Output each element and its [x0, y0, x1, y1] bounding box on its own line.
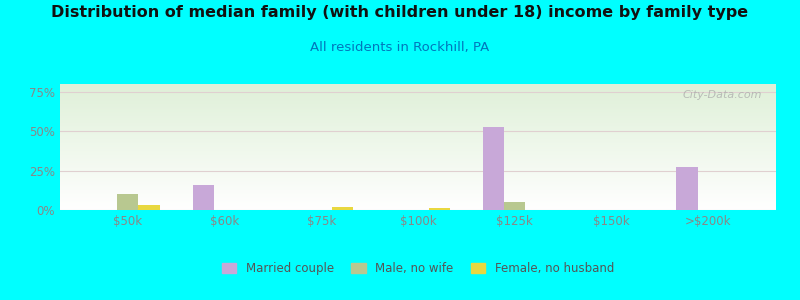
Bar	[429, 208, 450, 210]
Bar	[117, 194, 138, 210]
Bar	[138, 205, 160, 210]
Text: All residents in Rockhill, PA: All residents in Rockhill, PA	[310, 40, 490, 53]
Bar	[332, 207, 353, 210]
Bar	[483, 127, 504, 210]
Bar	[504, 202, 526, 210]
Bar	[676, 167, 698, 210]
Legend: Married couple, Male, no wife, Female, no husband: Married couple, Male, no wife, Female, n…	[218, 257, 618, 280]
Text: City-Data.com: City-Data.com	[682, 90, 762, 100]
Text: Distribution of median family (with children under 18) income by family type: Distribution of median family (with chil…	[51, 4, 749, 20]
Bar	[193, 185, 214, 210]
